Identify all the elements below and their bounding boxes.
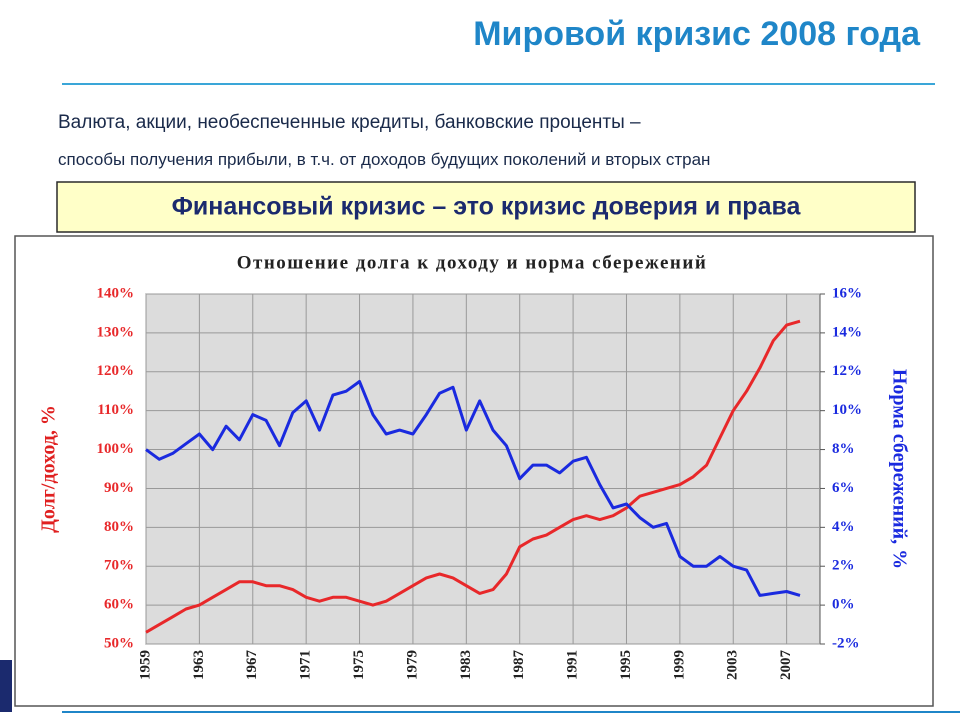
highlight-box [56, 181, 916, 233]
y-tick-label: 130% [97, 324, 135, 340]
y2-tick-label: 2% [832, 558, 855, 574]
y-axis-title: Долг/доход, % [38, 405, 60, 533]
corner-block [0, 660, 12, 712]
highlight-text: Финансовый кризис – это кризис доверия и… [172, 193, 802, 221]
y2-tick-label: -2% [832, 635, 860, 651]
y2-tick-label: 4% [832, 519, 855, 535]
y2-axis-title: Норма сбережений, % [888, 369, 910, 569]
y-tick-label: 50% [104, 635, 134, 651]
data-line [145, 319, 801, 634]
y2-tick-label: 6% [832, 480, 855, 496]
y2-tick-label: 0% [832, 597, 855, 613]
y-tick-label: 70% [104, 558, 134, 574]
text-line: способы получения прибыли, в т.ч. от дох… [58, 150, 710, 169]
data-line [145, 380, 801, 597]
x-tick-label: 1991 [565, 650, 581, 680]
y-tick-label: 60% [104, 597, 134, 613]
y2-tick-label: 14% [832, 324, 862, 340]
y-tick-label: 100% [97, 441, 135, 457]
x-tick-label: 1975 [351, 650, 367, 680]
x-tick-label: 2003 [725, 650, 741, 680]
chart-title: Отношение долга к доходу и норма сбереже… [237, 252, 708, 273]
x-tick-label: 2007 [778, 650, 794, 681]
y2-tick-label: 16% [832, 285, 862, 301]
y2-tick-label: 10% [832, 402, 862, 418]
y-tick-label: 110% [97, 402, 134, 418]
y-tick-label: 140% [97, 285, 135, 301]
y2-tick-label: 12% [832, 363, 862, 379]
x-tick-label: 1983 [458, 650, 474, 680]
x-tick-label: 1963 [191, 650, 207, 680]
y-tick-label: 90% [104, 480, 134, 496]
slide-title: Мировой кризис 2008 года [473, 15, 921, 53]
x-tick-label: 1979 [404, 650, 420, 680]
text-line: Валюта, акции, необеспеченные кредиты, б… [58, 112, 641, 133]
plot-area [145, 293, 821, 645]
x-tick-label: 1959 [137, 650, 153, 680]
y-tick-label: 120% [97, 363, 135, 379]
x-tick-label: 1995 [618, 650, 634, 680]
x-tick-label: 1971 [298, 650, 314, 680]
x-tick-label: 1999 [671, 650, 687, 680]
x-tick-label: 1987 [511, 650, 527, 681]
y2-tick-label: 8% [832, 441, 855, 457]
y-tick-label: 80% [104, 519, 134, 535]
x-tick-label: 1967 [244, 650, 260, 681]
